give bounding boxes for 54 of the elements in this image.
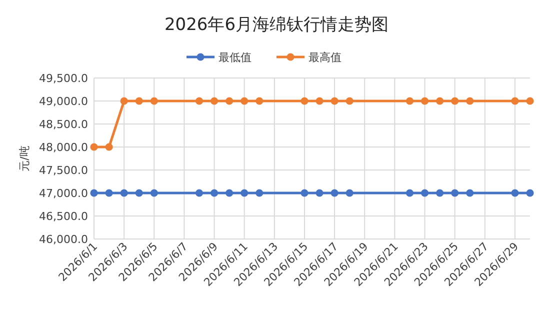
point — [90, 189, 98, 197]
point — [346, 97, 354, 105]
y-axis-title: 元/吨 — [18, 146, 31, 172]
point — [451, 189, 459, 197]
point — [120, 97, 128, 105]
point — [256, 97, 264, 105]
point — [300, 189, 308, 197]
point — [406, 97, 414, 105]
point — [436, 97, 444, 105]
point — [316, 189, 324, 197]
point — [436, 189, 444, 197]
point — [105, 189, 113, 197]
point — [240, 97, 248, 105]
point — [526, 97, 534, 105]
y-tick-label: 48,000.0 — [39, 141, 88, 154]
point — [466, 97, 474, 105]
point — [316, 97, 324, 105]
point — [451, 97, 459, 105]
y-tick-label: 46,000.0 — [39, 233, 88, 246]
point — [195, 97, 204, 105]
y-tick-label: 47,000.0 — [39, 187, 88, 200]
y-tick-label: 46,500.0 — [39, 210, 88, 223]
point — [135, 97, 143, 105]
point — [135, 189, 143, 197]
legend-label: 最高值 — [308, 51, 342, 64]
point — [330, 189, 338, 197]
point — [105, 143, 113, 151]
point — [150, 189, 158, 197]
point — [526, 189, 534, 197]
point — [210, 97, 218, 105]
chart-title: 2026年6月海绵钛行情走势图 — [164, 15, 389, 35]
point — [226, 189, 234, 197]
point — [420, 189, 429, 197]
point — [346, 189, 354, 197]
point — [90, 143, 98, 151]
point — [256, 189, 264, 197]
point — [150, 97, 158, 105]
point — [210, 189, 218, 197]
legend-label: 最低值 — [218, 51, 252, 64]
point — [466, 189, 474, 197]
y-tick-label: 48,500.0 — [39, 118, 88, 131]
point — [511, 97, 519, 105]
point — [406, 189, 414, 197]
point — [226, 97, 234, 105]
point — [240, 189, 248, 197]
point — [330, 97, 338, 105]
y-tick-label: 49,000.0 — [39, 95, 88, 108]
point — [195, 189, 204, 197]
y-tick-label: 47,500.0 — [39, 164, 88, 177]
point — [120, 189, 128, 197]
point — [420, 97, 429, 105]
point — [511, 189, 519, 197]
point — [300, 97, 308, 105]
y-tick-label: 49,500.0 — [39, 72, 88, 85]
